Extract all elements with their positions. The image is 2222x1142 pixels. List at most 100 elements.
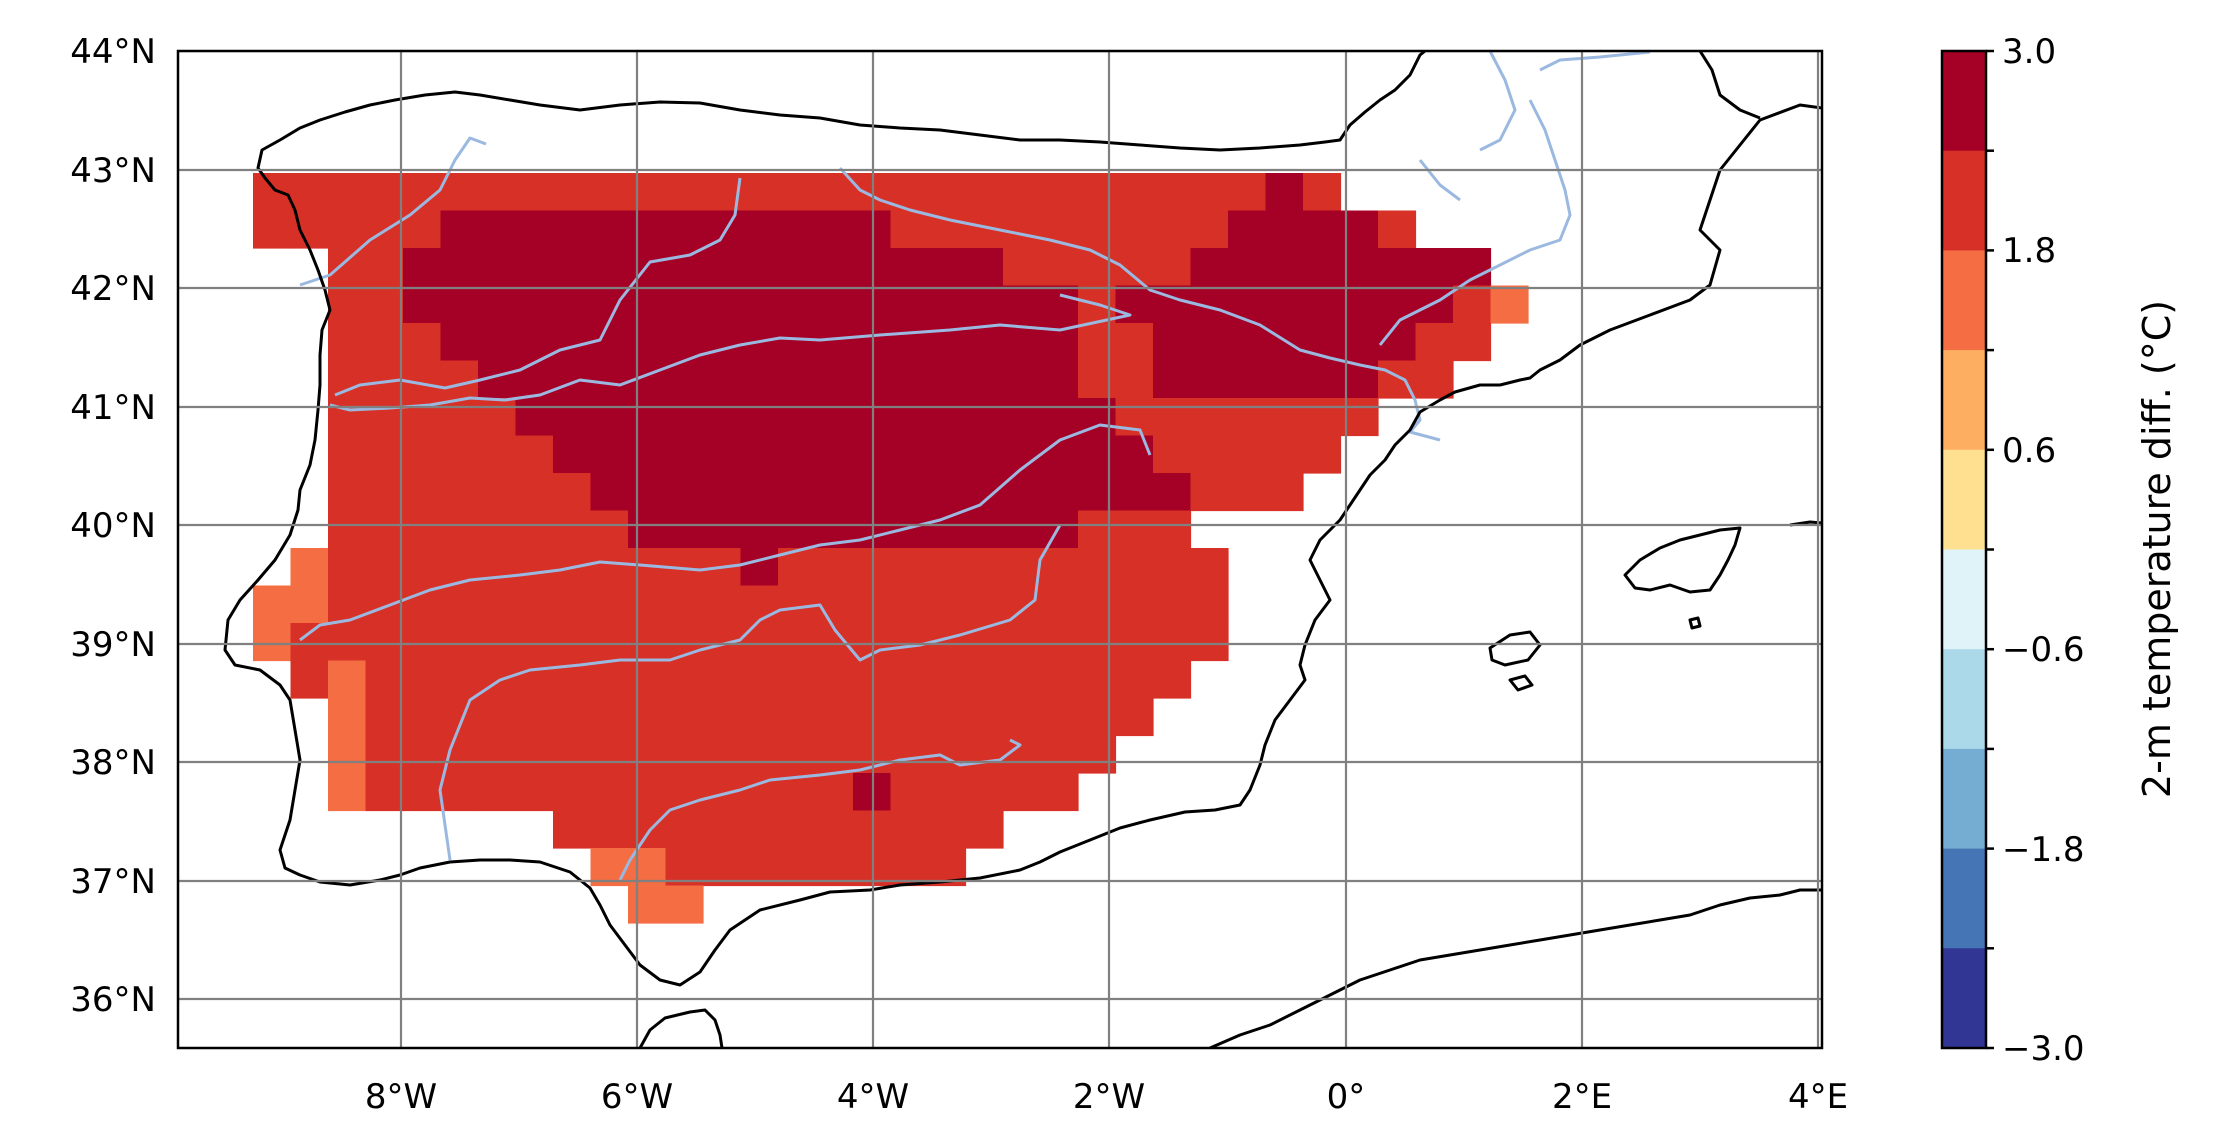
temperature-cell <box>665 173 704 212</box>
temperature-cell <box>665 435 704 474</box>
temperature-cell <box>965 810 1004 849</box>
colorbar: 3.0 1.8 0.6 −0.6 −1.8 −3.0 2-m temperatu… <box>1940 32 2179 1069</box>
temperature-cell <box>440 623 479 662</box>
coast-cabrera <box>1688 616 1702 630</box>
temperature-cell <box>815 773 854 812</box>
temperature-cell <box>1078 360 1117 399</box>
temperature-cell <box>628 173 667 212</box>
temperature-cell <box>1040 623 1079 662</box>
temperature-cell <box>1265 173 1304 212</box>
temperature-cell <box>478 735 517 774</box>
river-guadalquivir <box>438 524 1062 861</box>
temperature-cell <box>815 698 854 737</box>
temperature-cell <box>440 435 479 474</box>
temperature-cell <box>403 585 442 624</box>
temperature-cell <box>365 623 404 662</box>
temperature-cell <box>440 323 479 362</box>
temperature-cell <box>1228 360 1267 399</box>
temperature-cell <box>515 660 554 699</box>
temperature-cell <box>928 773 967 812</box>
temperature-cell <box>890 698 929 737</box>
temperature-cell <box>928 435 967 474</box>
lon-tick-labels: 8°W 6°W 4°W 2°W 0° 2°E 4°E <box>365 1077 1848 1117</box>
temperature-cell <box>890 398 929 437</box>
cb-label-0-6: 0.6 <box>2002 431 2056 471</box>
temperature-cell <box>440 285 479 324</box>
coast-formentera <box>1508 674 1534 692</box>
temperature-cell <box>628 660 667 699</box>
lat-label-38n: 38°N <box>70 743 156 783</box>
cb-label-neg-3-0: −3.0 <box>2002 1029 2085 1069</box>
temperature-cell <box>1153 285 1192 324</box>
temperature-cell <box>1153 473 1192 512</box>
temperature-cell <box>1115 435 1154 474</box>
temperature-cell <box>965 623 1004 662</box>
lat-label-36n: 36°N <box>70 980 156 1020</box>
temperature-cell <box>703 510 742 549</box>
temperature-cell <box>590 848 629 887</box>
temperature-cell <box>478 473 517 512</box>
temperature-cell <box>890 548 929 587</box>
temperature-cell <box>553 585 592 624</box>
temperature-cell <box>1003 773 1042 812</box>
temperature-cell <box>328 285 367 324</box>
lat-label-41n: 41°N <box>70 388 156 428</box>
temperature-cell <box>703 585 742 624</box>
temperature-cell <box>440 698 479 737</box>
temperature-cell <box>403 435 442 474</box>
temperature-cell <box>1115 360 1154 399</box>
temperature-cell <box>1153 210 1192 249</box>
temperature-cell <box>328 248 367 287</box>
temperature-cell <box>703 698 742 737</box>
temperature-cell <box>403 360 442 399</box>
temperature-cell <box>1115 323 1154 362</box>
temperature-cell <box>1115 548 1154 587</box>
temperature-cell <box>515 698 554 737</box>
temperature-cell <box>1153 548 1192 587</box>
temperature-cell <box>1303 285 1342 324</box>
temperature-cell <box>1040 285 1079 324</box>
lat-label-42n: 42°N <box>70 269 156 309</box>
temperature-cell <box>965 360 1004 399</box>
temperature-cell <box>553 623 592 662</box>
lon-label-8w: 8°W <box>365 1077 437 1117</box>
temperature-cell <box>1190 623 1229 662</box>
temperature-cell <box>328 360 367 399</box>
temperature-cell <box>478 510 517 549</box>
temperature-cell <box>1415 360 1454 399</box>
coast-north-africa <box>1209 888 1822 1048</box>
temperature-cell <box>1265 210 1304 249</box>
temperature-cell <box>628 323 667 362</box>
temperature-cell <box>665 585 704 624</box>
temperature-cell <box>1003 285 1042 324</box>
temperature-cell <box>965 585 1004 624</box>
temperature-cell <box>365 510 404 549</box>
temperature-cell <box>703 323 742 362</box>
graticule <box>178 51 1822 1048</box>
temperature-cell <box>290 623 329 662</box>
temperature-cell <box>1303 398 1342 437</box>
temperature-cell <box>553 473 592 512</box>
temperature-cell <box>365 285 404 324</box>
temperature-cell <box>890 360 929 399</box>
temperature-cell <box>1153 248 1192 287</box>
temperature-cell <box>515 773 554 812</box>
temperature-cell <box>590 360 629 399</box>
temperature-cell <box>665 473 704 512</box>
temperature-cell <box>1003 548 1042 587</box>
temperature-cell <box>553 398 592 437</box>
temperature-cell <box>740 210 779 249</box>
temperature-cell <box>365 435 404 474</box>
temperature-cell <box>1115 510 1154 549</box>
temperature-cell <box>1115 698 1154 737</box>
temperature-cell <box>1228 435 1267 474</box>
temperature-cell <box>1265 435 1304 474</box>
temperature-cell <box>1003 698 1042 737</box>
temperature-cell <box>1040 510 1079 549</box>
temperature-cell <box>1040 773 1079 812</box>
temperature-cell <box>628 285 667 324</box>
temperature-cell <box>928 698 967 737</box>
temperature-cell <box>965 398 1004 437</box>
temperature-cell <box>515 435 554 474</box>
temperature-cell <box>665 810 704 849</box>
